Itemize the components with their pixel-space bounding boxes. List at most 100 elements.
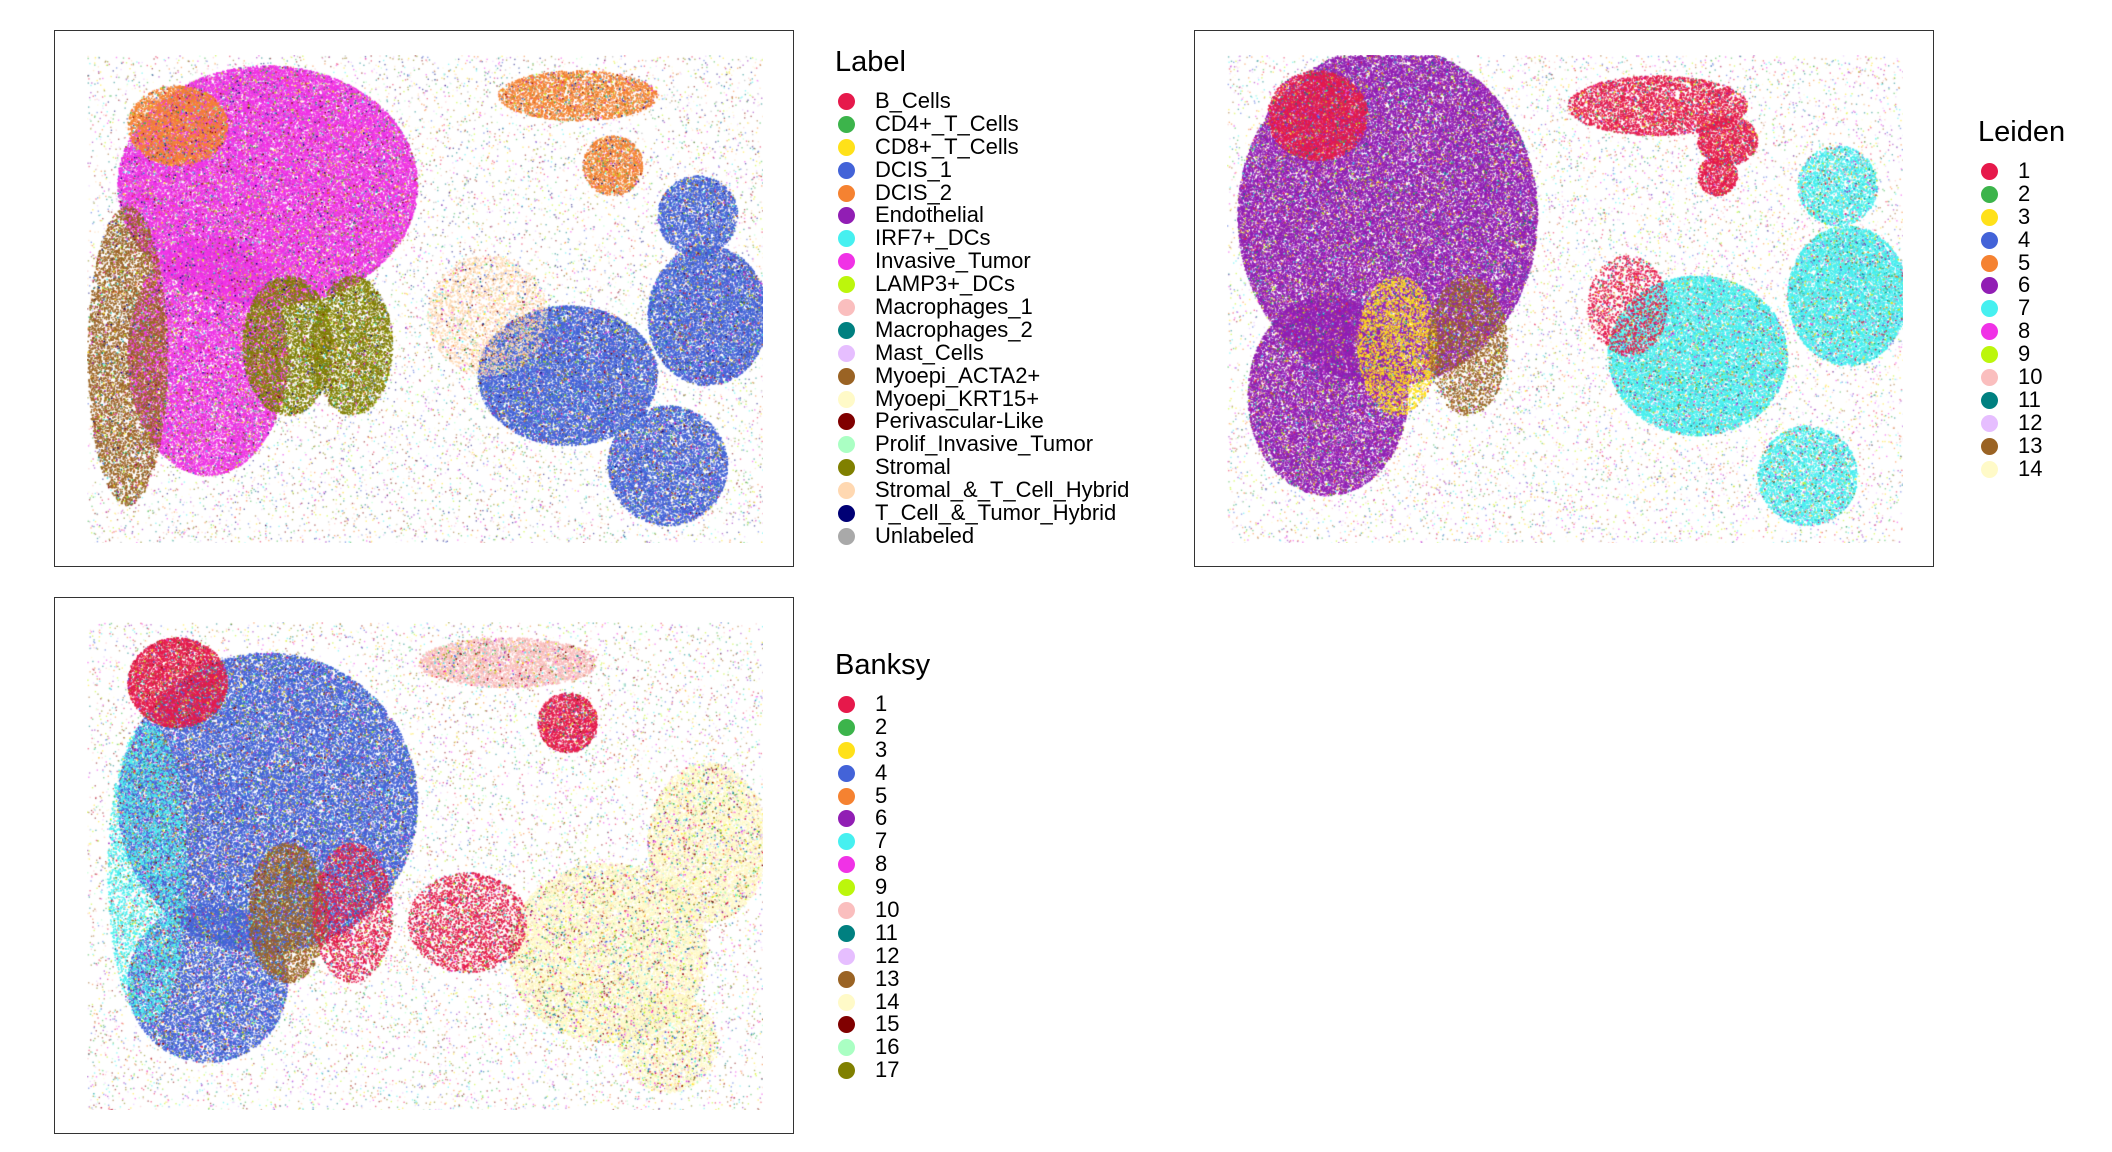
legend-item: 3 (1978, 205, 2065, 229)
legend-swatch (838, 741, 855, 759)
legend-swatch (838, 1062, 855, 1080)
legend-label: 16 (875, 1034, 900, 1060)
legend-item: DCIS_2 (835, 181, 1129, 205)
legend-item: 9 (1978, 342, 2065, 366)
legend-swatch (1981, 346, 1998, 364)
legend-label: 9 (875, 874, 888, 900)
legend-item: 13 (1978, 432, 2065, 458)
legend-label: 4 (2018, 226, 2031, 252)
legend-item: Invasive_Tumor (835, 249, 1129, 273)
legend-item: 16 (835, 1034, 930, 1060)
legend-item: Endothelial (835, 204, 1129, 227)
legend-label: Prolif_Invasive_Tumor (875, 431, 1094, 457)
legend-item: Stromal (835, 454, 1129, 480)
legend-item: 8 (835, 851, 930, 877)
legend-swatch (838, 901, 855, 919)
legend-swatch (1981, 437, 1998, 455)
legend-swatch (838, 298, 855, 316)
legend-label: Stromal (875, 454, 951, 480)
legend-swatch (838, 138, 855, 156)
legend-swatch (838, 276, 855, 294)
legend-swatch (1981, 162, 1998, 180)
legend-swatch (838, 1016, 855, 1034)
legend-label: 12 (2018, 409, 2043, 435)
legend-swatch (838, 810, 855, 828)
legend-item: 7 (835, 829, 930, 853)
legend-swatch (838, 718, 855, 736)
legend-swatch (1981, 254, 1998, 272)
legend-swatch (1981, 391, 1998, 409)
legend-label: 14 (2018, 455, 2043, 481)
legend-label: 13 (2018, 432, 2043, 458)
legend-label: Macrophages_1 (875, 294, 1033, 320)
legend-items: 1 2 3 4 5 6 7 8 9 10 11 12 13 14 15 16 17 (835, 691, 930, 1082)
legend-label: LAMP3+_DCs (875, 271, 1016, 297)
legend-label: T_Cell_&_Tumor_Hybrid (875, 500, 1117, 526)
legend-item: Mast_Cells (835, 341, 1129, 365)
legend-label: 4 (875, 759, 888, 785)
legend-item: 5 (1978, 251, 2065, 275)
plot-panel-leiden (1194, 30, 1934, 567)
legend-label: DCIS_1 (875, 156, 953, 182)
legend-swatch (838, 184, 855, 202)
legend-item: 14 (1978, 455, 2065, 481)
spatial-scatter-leiden (1227, 55, 1903, 543)
legend-swatch (838, 970, 855, 988)
legend-item: Myoepi_ACTA2+ (835, 364, 1129, 388)
legend-item: 11 (1978, 388, 2065, 412)
legend-label: 15 (875, 1011, 900, 1037)
legend-label: 3 (875, 736, 888, 762)
legend-item: 3 (835, 736, 930, 762)
legend-swatch (838, 344, 855, 362)
legend-swatch (1981, 277, 1998, 295)
legend-item: CD8+_T_Cells (835, 133, 1129, 159)
legend-label: 1 (875, 691, 888, 716)
legend-label: Stromal_&_T_Cell_Hybrid (875, 477, 1130, 503)
legend-swatch (1981, 208, 1998, 226)
legend-title: Leiden (1978, 116, 2066, 148)
legend-item: B_Cells (835, 88, 1129, 113)
legend-label: Label B_Cells CD4+_T_Cells CD8+_T_Cells DCI… (835, 44, 1129, 548)
legend-swatch (838, 92, 855, 110)
legend-swatch (838, 856, 855, 874)
legend-swatch (1981, 323, 1998, 341)
legend-item: DCIS_1 (835, 156, 1129, 182)
legend-swatch (838, 695, 855, 713)
legend-title: Label (835, 46, 906, 78)
legend-swatch (838, 482, 855, 500)
legend-label: Myoepi_KRT15+ (875, 385, 1040, 411)
legend-item: Macrophages_1 (835, 294, 1129, 320)
legend-swatch (1981, 414, 1998, 432)
legend-item: Prolif_Invasive_Tumor (835, 431, 1129, 457)
legend-item: Unlabeled (835, 524, 1129, 548)
legend-swatch (838, 993, 855, 1011)
legend-label: CD8+_T_Cells (875, 133, 1019, 159)
legend-item: IRF7+_DCs (835, 226, 1129, 250)
legend-item: 13 (835, 967, 930, 991)
legend-swatch (838, 367, 855, 385)
legend-item: 17 (835, 1058, 930, 1082)
legend-banksy: Banksy 1 2 3 4 5 6 7 8 9 10 11 12 13 14 15 16 17 (835, 647, 930, 1082)
legend-swatch (838, 879, 855, 897)
legend-swatch (1981, 300, 1998, 318)
legend-item: Stromal_&_T_Cell_Hybrid (835, 477, 1130, 503)
spatial-scatter-label (87, 55, 763, 543)
legend-label: Macrophages_2 (875, 316, 1033, 342)
legend-label: 8 (2018, 318, 2031, 344)
spatial-scatter-banksy (87, 622, 763, 1110)
legend-swatch (1981, 460, 1998, 478)
legend-item: 1 (1978, 159, 2065, 183)
legend-label: 7 (2018, 295, 2031, 321)
legend-item: 4 (1978, 226, 2065, 252)
legend-label: 11 (875, 919, 898, 945)
legend-label: 2 (875, 713, 888, 739)
plot-panel-banksy (54, 597, 794, 1134)
legend-label: 8 (875, 851, 888, 877)
legend-label: B_Cells (875, 88, 951, 113)
legend-label: Endothelial (875, 202, 984, 228)
legend-label: 6 (2018, 272, 2031, 298)
legend-item: 12 (835, 944, 930, 968)
legend-leiden: Leiden 1 2 3 4 5 6 7 8 9 10 11 12 13 14 (1978, 114, 2065, 480)
legend-item: 10 (835, 898, 930, 922)
legend-item: 14 (835, 990, 930, 1014)
